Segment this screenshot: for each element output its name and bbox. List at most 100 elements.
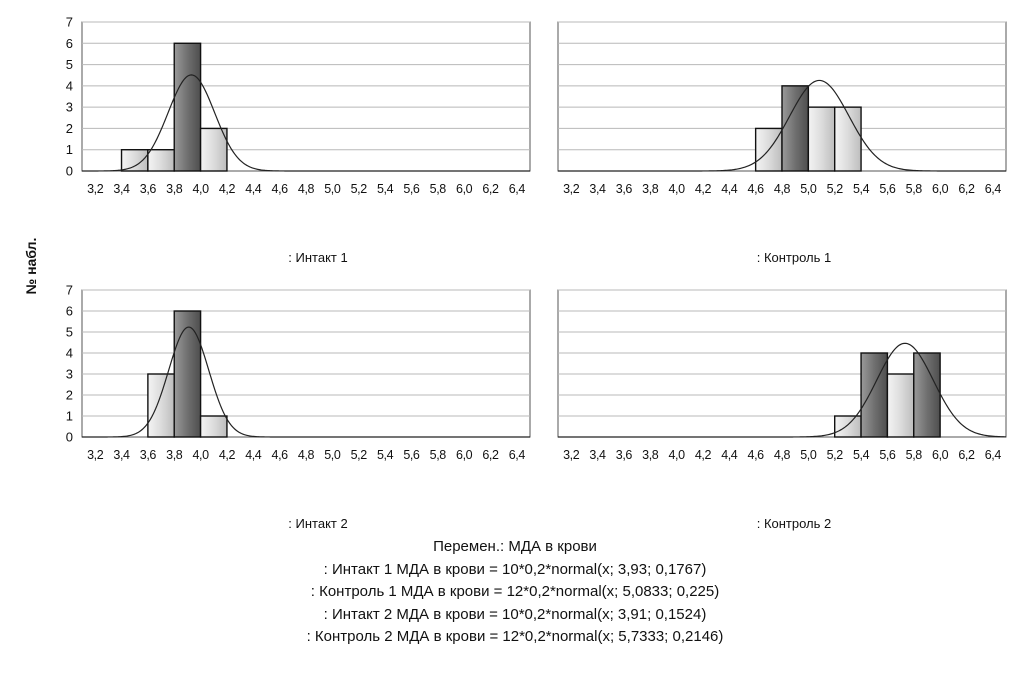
x-tick-label: 4,4 (245, 448, 262, 462)
y-tick-label: 6 (66, 304, 73, 319)
histogram-bar (199, 415, 228, 438)
y-tick-label: 7 (66, 283, 73, 298)
legend-line-kontrol-1: : Контроль 1 МДА в крови = 12*0,2*normal… (310, 583, 720, 600)
x-tick-label: 3,2 (87, 448, 104, 462)
panel-title: : Контроль 2 (757, 516, 832, 531)
x-tick-label: 3,6 (140, 448, 157, 462)
y-tick-label: 5 (66, 57, 73, 72)
panel-title: : Интакт 2 (288, 516, 347, 531)
panel-title: : Контроль 1 (757, 250, 832, 265)
y-tick-label: 2 (66, 121, 73, 136)
panel-title: : Интакт 1 (288, 250, 347, 265)
x-tick-label: 4,8 (298, 448, 315, 462)
x-tick-label: 3,8 (642, 448, 659, 462)
x-tick-label: 4,6 (272, 182, 289, 196)
x-tick-label: 5,4 (377, 448, 394, 462)
x-tick-label: 4,2 (219, 448, 236, 462)
histogram-bar (807, 106, 836, 172)
x-tick-label: 3,4 (589, 182, 606, 196)
x-tick-label: 6,0 (456, 182, 473, 196)
x-tick-label: 4,4 (721, 182, 738, 196)
x-tick-label: 6,0 (932, 448, 949, 462)
histogram-bar (199, 127, 228, 172)
x-tick-label: 4,2 (695, 448, 712, 462)
legend-line-intakt-1: : Интакт 1 МДА в крови = 10*0,2*normal(x… (323, 560, 707, 578)
x-tick-label: 4,2 (219, 182, 236, 196)
legend-line-kontrol-2: : Контроль 2 МДА в крови = 12*0,2*normal… (306, 628, 724, 645)
x-tick-label: 4,0 (668, 182, 685, 196)
x-tick-label: 3,2 (87, 182, 104, 196)
x-tick-label: 5,2 (351, 182, 368, 196)
x-tick-label: 4,0 (192, 448, 209, 462)
x-tick-label: 6,0 (932, 182, 949, 196)
x-tick-label: 5,8 (430, 448, 447, 462)
y-tick-label: 6 (66, 36, 73, 51)
x-tick-label: 5,6 (403, 448, 420, 462)
legend-line-intakt-2: : Интакт 2 МДА в крови = 10*0,2*normal(x… (323, 605, 707, 623)
x-tick-label: 4,4 (245, 182, 262, 196)
x-tick-label: 4,2 (695, 182, 712, 196)
x-tick-label: 5,8 (906, 448, 923, 462)
y-tick-label: 5 (66, 325, 73, 340)
histogram-bar (834, 415, 862, 438)
x-tick-label: 5,6 (403, 182, 420, 196)
x-tick-label: 5,0 (800, 182, 817, 196)
y-tick-label: 1 (66, 142, 73, 157)
histogram-panel-3: 3,2 3,4 3,6 3,8 4,0 4,2 4,4 4,6 4,8 5,0 5,2 5,4 5,6 5… (66, 283, 531, 531)
x-tick-label: 4,6 (748, 182, 765, 196)
histogram-bar (913, 352, 941, 438)
x-tick-label: 5,2 (351, 448, 368, 462)
histogram-bar (886, 373, 915, 438)
normal-fit-curve (82, 326, 530, 438)
x-tick-label: 3,6 (616, 448, 633, 462)
x-tick-label: 5,0 (324, 448, 341, 462)
histogram-bar (754, 127, 783, 172)
x-tick-label: 6,0 (456, 448, 473, 462)
y-tick-label: 2 (66, 388, 73, 403)
plot-area (81, 21, 531, 172)
x-tick-label: 4,8 (298, 182, 315, 196)
x-tick-label: 3,2 (563, 182, 580, 196)
histogram-panel-2: 3,2 3,4 3,6 3,8 4,0 4,2 4,4 4,6 4,8 5,0 5,2 5,4 5,6 5… (557, 21, 1007, 265)
x-tick-label: 3,4 (113, 182, 130, 196)
x-tick-label: 6,4 (509, 448, 526, 462)
histogram-bar (120, 149, 149, 172)
histogram-bar (147, 149, 175, 172)
x-tick-label: 3,4 (113, 448, 130, 462)
histogram-panel-4: 3,2 3,4 3,6 3,8 4,0 4,2 4,4 4,6 4,8 5,0 5,2 5,4 5,6 5… (557, 289, 1007, 531)
y-tick-label: 3 (66, 367, 73, 382)
histogram-bar (834, 106, 862, 172)
histogram-bar (781, 85, 810, 172)
histogram-panel-1: 3,2 3,4 3,6 3,8 4,0 4,2 4,4 4,6 4,8 5,0 5,2 5,4 5,6 5… (66, 15, 531, 265)
x-tick-label: 3,2 (563, 448, 580, 462)
x-tick-label: 3,8 (166, 182, 183, 196)
x-tick-label: 3,8 (642, 182, 659, 196)
histogram-bar (173, 42, 202, 172)
x-tick-label: 3,8 (166, 448, 183, 462)
x-tick-label: 4,6 (272, 448, 289, 462)
y-axis-label: № набл. (23, 238, 39, 295)
y-tick-label: 0 (66, 430, 73, 445)
y-tick-label: 4 (66, 346, 73, 361)
x-tick-label: 5,4 (853, 182, 870, 196)
x-tick-label: 5,0 (800, 448, 817, 462)
normal-fit-curve (82, 74, 530, 172)
x-tick-label: 6,2 (482, 448, 499, 462)
normal-fit-curve (558, 342, 1007, 438)
x-tick-label: 3,6 (140, 182, 157, 196)
x-tick-label: 4,0 (192, 182, 209, 196)
x-tick-label: 5,8 (906, 182, 923, 196)
x-tick-label: 3,6 (616, 182, 633, 196)
x-tick-label: 4,8 (774, 448, 791, 462)
x-tick-label: 4,8 (774, 182, 791, 196)
legend-block: Перемен.: МДА в крови : Интакт 1 МДА в к… (200, 536, 830, 649)
x-tick-label: 4,0 (668, 448, 685, 462)
x-tick-label: 3,4 (589, 448, 606, 462)
x-tick-label: 6,2 (482, 182, 499, 196)
x-tick-label: 5,6 (879, 448, 896, 462)
normal-fit-curve (558, 79, 1006, 172)
x-tick-label: 6,4 (985, 182, 1002, 196)
y-tick-label: 0 (66, 164, 73, 179)
